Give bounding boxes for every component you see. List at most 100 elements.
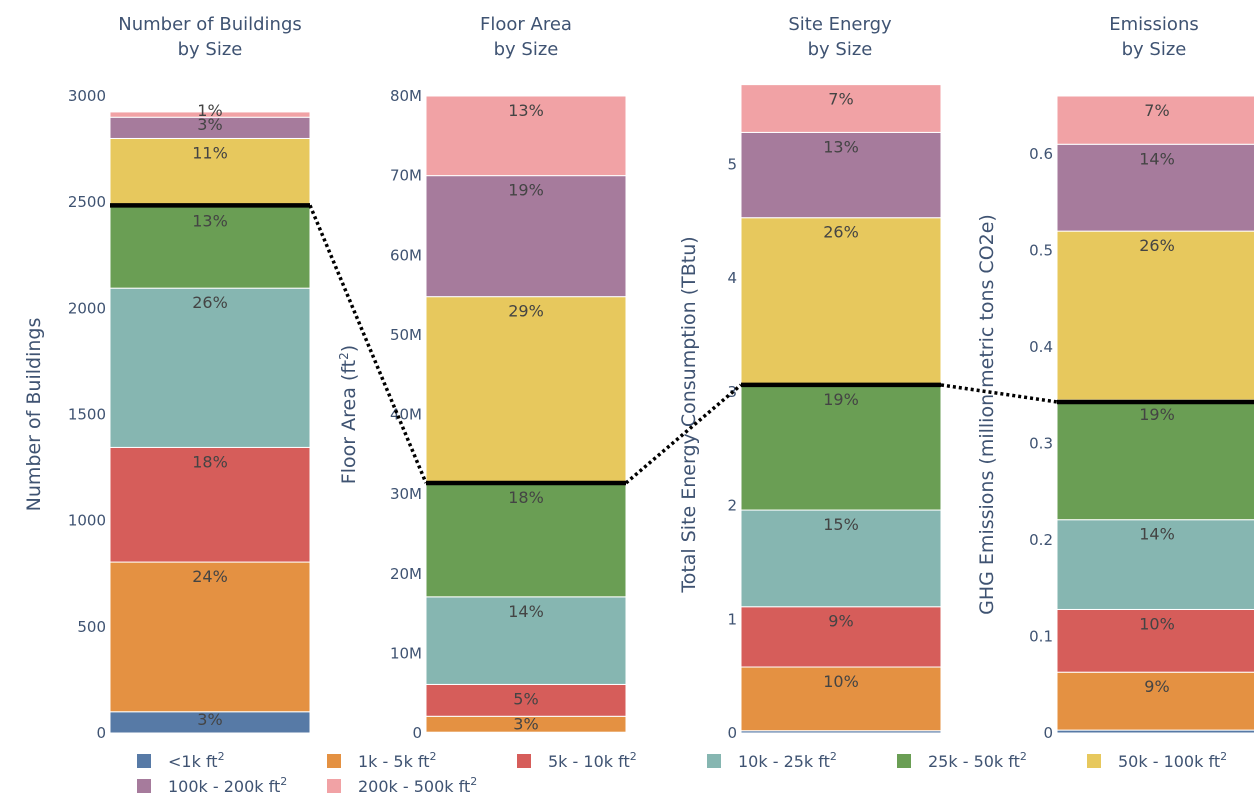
y-tick-label: 3000 bbox=[68, 87, 106, 105]
segment-percent-label: 13% bbox=[823, 137, 859, 156]
legend-label: 1k - 5k ft2 bbox=[358, 750, 437, 771]
median-connectors bbox=[308, 204, 1058, 485]
bar-segment-10k-25k bbox=[1056, 519, 1254, 610]
legend-label: 10k - 25k ft2 bbox=[738, 750, 837, 771]
bar-segment-10k-25k bbox=[425, 596, 627, 685]
legend: <1k ft2 1k - 5k ft2 5k - 10k ft2 10k - 25k … bbox=[137, 750, 1227, 796]
legend-label: 5k - 10k ft2 bbox=[548, 750, 637, 771]
bar-segment-1k-5k bbox=[740, 666, 942, 732]
bar-segment-1k-5k bbox=[109, 561, 311, 713]
legend-swatch bbox=[1087, 754, 1101, 768]
legend-item-<1k[interactable]: <1k ft2 bbox=[137, 750, 225, 771]
bar-segment-5k-10k bbox=[740, 606, 942, 668]
y-tick-label: 2500 bbox=[68, 193, 106, 211]
panel-title: Site Energy by Size bbox=[788, 14, 892, 60]
y-tick-label: 0 bbox=[727, 724, 737, 742]
segment-percent-label: 19% bbox=[823, 390, 859, 409]
y-tick-label: 60M bbox=[390, 246, 422, 264]
y-tick-label: 30M bbox=[390, 485, 422, 503]
y-tick-label: 80M bbox=[390, 87, 422, 105]
legend-item-1k-5k[interactable]: 1k - 5k ft2 bbox=[327, 750, 437, 771]
bar-segment-50k-100k bbox=[740, 217, 942, 386]
segment-percent-label: 3% bbox=[513, 714, 538, 733]
legend-label: <1k ft2 bbox=[168, 750, 225, 771]
y-axis-label: GHG Emissions (million metric tons CO2e) bbox=[976, 214, 998, 615]
legend-swatch bbox=[897, 754, 911, 768]
y-tick-label: 4 bbox=[727, 269, 737, 287]
y-tick-label: 0.4 bbox=[1029, 338, 1053, 356]
segment-percent-label: 13% bbox=[192, 211, 228, 230]
y-tick-label: 0.6 bbox=[1029, 145, 1053, 163]
legend-item-100k-200k[interactable]: 100k - 200k ft2 bbox=[137, 775, 287, 796]
median-connector bbox=[308, 204, 428, 484]
segment-percent-label: 9% bbox=[828, 612, 853, 631]
legend-item-10k-25k[interactable]: 10k - 25k ft2 bbox=[707, 750, 837, 771]
segment-percent-label: 26% bbox=[1139, 236, 1175, 255]
segment-percent-label: 14% bbox=[508, 602, 544, 621]
segment-percent-label: 13% bbox=[508, 101, 544, 120]
y-tick-label: 2 bbox=[727, 497, 737, 515]
legend-item-200k-500k[interactable]: 200k - 500k ft2 bbox=[327, 775, 477, 796]
bar-segment-200k-500k bbox=[109, 111, 311, 118]
y-tick-label: 0.5 bbox=[1029, 241, 1053, 259]
y-tick-label: 1 bbox=[727, 610, 737, 628]
segment-percent-label: 10% bbox=[823, 672, 859, 691]
segment-percent-label: 14% bbox=[1139, 149, 1175, 168]
legend-item-5k-10k[interactable]: 5k - 10k ft2 bbox=[517, 750, 637, 771]
y-tick-label: 0 bbox=[412, 724, 422, 742]
legend-swatch bbox=[137, 754, 151, 768]
y-tick-label: 1500 bbox=[68, 406, 106, 424]
segment-percent-label: 18% bbox=[192, 452, 228, 471]
legend-swatch bbox=[327, 779, 341, 793]
bar-segment-100k-200k bbox=[425, 175, 627, 298]
segment-percent-label: 9% bbox=[1144, 677, 1169, 696]
y-tick-label: 40M bbox=[390, 406, 422, 424]
y-axis-label: Floor Area (ft2) bbox=[337, 345, 360, 484]
panel-title: Floor Area by Size bbox=[480, 14, 572, 60]
y-tick-label: 5 bbox=[727, 155, 737, 173]
legend-item-25k-50k[interactable]: 25k - 50k ft2 bbox=[897, 750, 1027, 771]
y-tick-label: 70M bbox=[390, 167, 422, 185]
y-tick-label: 50M bbox=[390, 326, 422, 344]
panel-2: Floor Area by Size 0 10M 20M 30M 40M 50M 60M 70M 8… bbox=[337, 14, 627, 742]
legend-label: 50k - 100k ft2 bbox=[1118, 750, 1227, 771]
segment-percent-label: 1% bbox=[197, 101, 222, 120]
legend-swatch bbox=[707, 754, 721, 768]
segment-percent-label: 26% bbox=[192, 293, 228, 312]
bar-segment-10k-25k bbox=[109, 287, 311, 448]
y-tick-label: 10M bbox=[390, 644, 422, 662]
segment-percent-label: 3% bbox=[197, 710, 222, 729]
y-axis-label: Total Site Energy Consumption (TBtu) bbox=[678, 236, 700, 593]
y-axis-label: Number of Buildings bbox=[23, 318, 45, 512]
segment-percent-label: 24% bbox=[192, 567, 228, 586]
segment-percent-label: 7% bbox=[1144, 101, 1169, 120]
bar-segment-50k-100k bbox=[425, 296, 627, 484]
legend-label: 25k - 50k ft2 bbox=[928, 750, 1027, 771]
segment-percent-label: 10% bbox=[1139, 614, 1175, 633]
panel-4: Emissions by Size 0 0.1 0.2 0.3 0.4 0.5 0.6 GHG E… bbox=[976, 14, 1254, 742]
panel-1: Number of Buildings by Size 0 500 1000 1500 20… bbox=[23, 14, 311, 742]
y-tick-label: 20M bbox=[390, 565, 422, 583]
bar-segment-1k-5k bbox=[1056, 671, 1254, 731]
bar-segment-5k-10k bbox=[425, 683, 627, 717]
median-connector bbox=[940, 383, 1058, 404]
y-tick-label: 0 bbox=[96, 724, 106, 742]
segment-percent-label: 7% bbox=[828, 90, 853, 109]
bar-segment-10k-25k bbox=[740, 509, 942, 608]
y-tick-label: 0.3 bbox=[1029, 434, 1053, 452]
y-tick-label: 0.1 bbox=[1029, 627, 1053, 645]
bar-segment-25k-50k bbox=[425, 482, 627, 598]
segment-percent-label: 11% bbox=[192, 143, 228, 162]
segment-percent-label: 19% bbox=[508, 181, 544, 200]
legend-swatch bbox=[327, 754, 341, 768]
bar-segment-200k-500k bbox=[740, 84, 942, 133]
bar-segment-200k-500k bbox=[1056, 95, 1254, 145]
legend-label: 200k - 500k ft2 bbox=[358, 775, 477, 796]
segment-percent-label: 14% bbox=[1139, 525, 1175, 544]
legend-item-50k-100k[interactable]: 50k - 100k ft2 bbox=[1087, 750, 1227, 771]
segment-percent-label: 29% bbox=[508, 302, 544, 321]
bar-segment-25k-50k bbox=[1056, 399, 1254, 521]
bar-segment-50k-100k bbox=[1056, 230, 1254, 401]
y-tick-label: 0 bbox=[1043, 724, 1053, 742]
y-tick-label: 0.2 bbox=[1029, 531, 1053, 549]
